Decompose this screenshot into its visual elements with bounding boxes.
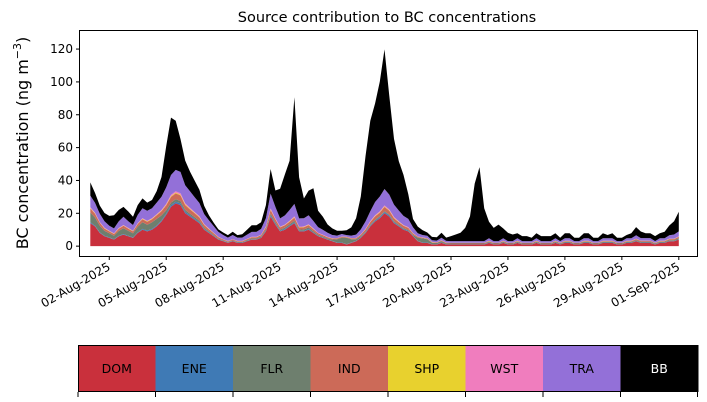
y-tick-label: 100 <box>50 75 73 89</box>
y-tick-label: 40 <box>58 173 73 187</box>
legend-colorbar: DOM ENE FLR IND SHP WST TRA BB <box>77 345 699 397</box>
legend-label-bb: BB <box>651 361 668 376</box>
y-tick-label: 120 <box>50 42 73 56</box>
legend-swatch-wst <box>465 345 544 392</box>
y-axis-label-main: BC concentration (ng m <box>13 59 32 249</box>
y-tick-label: 60 <box>58 141 73 155</box>
y-tick-label: 0 <box>65 239 73 253</box>
legend-swatch-dom <box>78 345 156 392</box>
area-dom <box>90 203 679 247</box>
legend-swatch-ene <box>155 345 234 392</box>
area-bb <box>90 49 679 242</box>
y-axis-label-suffix: ) <box>13 37 32 43</box>
y-axis-label-superscript: −3 <box>11 43 24 59</box>
legend-label-wst: WST <box>490 361 518 376</box>
legend-swatch-flr <box>233 345 311 392</box>
x-axis: 02-Aug-202505-Aug-202508-Aug-202511-Aug-… <box>39 256 682 310</box>
y-axis-label: BC concentration (ng m−3) <box>11 37 32 250</box>
legend-label-tra: TRA <box>569 361 595 376</box>
chart-title: Source contribution to BC concentrations <box>238 10 536 26</box>
y-tick-label: 20 <box>58 206 73 220</box>
y-axis: 0 20 40 60 80 100 120 <box>50 42 80 253</box>
legend-label-flr: FLR <box>260 361 283 376</box>
legend-frame <box>78 345 698 392</box>
legend-swatch-tra <box>543 345 621 392</box>
plot-frame <box>79 30 698 257</box>
legend-swatch-bb <box>620 345 699 392</box>
legend-label-shp: SHP <box>414 361 439 376</box>
legend-label-ind: IND <box>338 361 361 376</box>
legend-swatch-shp <box>388 345 466 392</box>
legend-label-dom: DOM <box>102 361 132 376</box>
legend-label-ene: ENE <box>182 361 207 376</box>
legend-swatch-ind <box>310 345 389 392</box>
y-tick-label: 80 <box>58 108 73 122</box>
area-layers <box>90 49 679 247</box>
